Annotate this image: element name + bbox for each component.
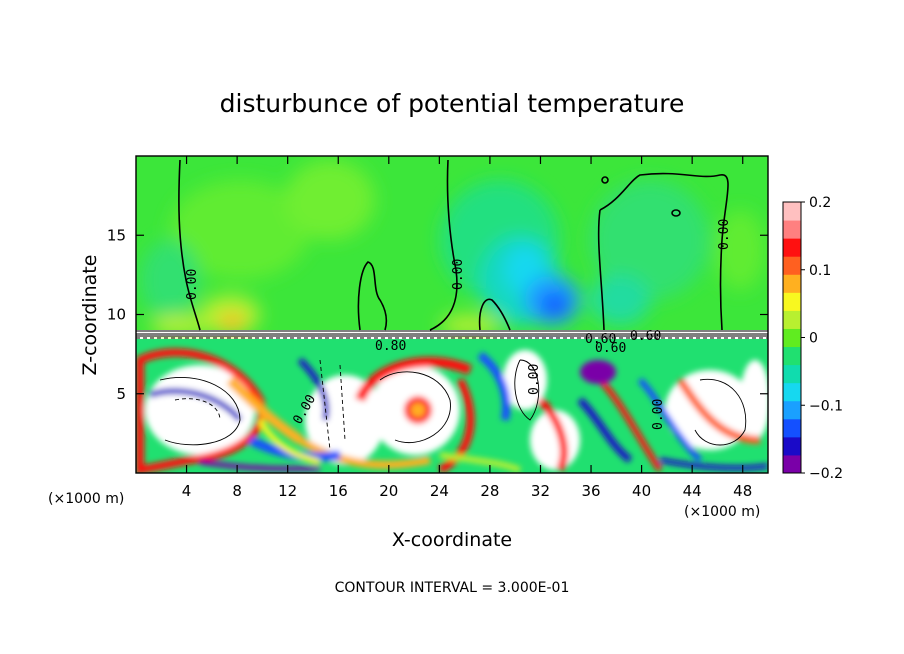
x-tick-label: 40 (632, 482, 651, 500)
x-tick-label: 16 (329, 482, 348, 500)
contour-label: 0.60 (630, 329, 661, 344)
plot-area (136, 156, 768, 473)
x-tick-label: 32 (531, 482, 550, 500)
x-tick-label: 12 (278, 482, 297, 500)
colorbar-swatch (783, 292, 801, 311)
contour-label: 0.80 (375, 339, 406, 354)
colorbar-swatch (783, 220, 801, 239)
y-tick-label: 5 (116, 385, 126, 403)
colorbar-swatch (783, 310, 801, 329)
x-tick-label: 4 (182, 482, 192, 500)
contour-label: 0.00 (185, 269, 200, 300)
colorbar-swatch (783, 364, 801, 384)
colorbar: 0.2 0.1 0 −0.1 −0.2 (782, 195, 843, 482)
colorbar-tick-label: −0.2 (809, 466, 843, 482)
lower-contours (159, 359, 747, 451)
x-tick-label: 24 (430, 482, 449, 500)
colorbar-swatch (783, 454, 801, 474)
colorbar-tick-label: 0.2 (809, 195, 831, 211)
colorbar-swatch (783, 238, 801, 257)
y-axis-label: Z-coordinate (79, 255, 101, 376)
chart-title: disturbunce of potential temperature (220, 89, 685, 118)
x-tick-label: 44 (683, 482, 702, 500)
colorbar-swatch (783, 418, 801, 438)
x-tick-label: 36 (581, 482, 600, 500)
contour-label: 0.00 (527, 364, 542, 395)
colorbar-tick-label: −0.1 (809, 398, 843, 414)
colorbar-swatch (783, 328, 801, 348)
x-tick-label: 48 (733, 482, 752, 500)
x-unit-left: (×1000 m) (48, 491, 124, 507)
y-axis-ticks: 5 10 15 (107, 226, 768, 403)
contour-label: 0.60 (585, 332, 616, 347)
inversion-band (136, 330, 768, 336)
colorbar-tick-label: 0 (809, 331, 818, 347)
x-tick-label: 20 (379, 482, 398, 500)
x-axis-label: X-coordinate (392, 529, 512, 551)
x-tick-label: 8 (232, 482, 242, 500)
colorbar-swatch (783, 274, 801, 293)
contour-interval: CONTOUR INTERVAL = 3.000E-01 (335, 580, 570, 596)
contour-label: 0.00 (717, 219, 732, 250)
y-tick-label: 15 (107, 226, 126, 244)
colorbar-swatch (783, 436, 801, 456)
contour-lines (178, 159, 729, 331)
colorbar-swatch (783, 382, 801, 402)
x-unit-right: (×1000 m) (684, 504, 760, 520)
contour-label: 0.00 (651, 399, 666, 430)
y-tick-label: 10 (107, 306, 126, 324)
colorbar-swatch (783, 202, 801, 221)
x-axis-ticks: 4 8 12 16 20 24 28 32 36 40 44 48 (182, 156, 752, 500)
colorbar-swatch (783, 400, 801, 420)
contour-label: 0.60 (595, 341, 626, 356)
colorbar-tick-label: 0.1 (809, 263, 831, 279)
contour-label-group: 0.00 0.00 0.00 0.00 0.80 0.60 0.60 0.60 … (185, 219, 732, 430)
contour-label: 0.00 (451, 259, 466, 290)
colorbar-swatch (783, 256, 801, 275)
x-tick-label: 28 (480, 482, 499, 500)
colorbar-swatch (783, 346, 801, 366)
